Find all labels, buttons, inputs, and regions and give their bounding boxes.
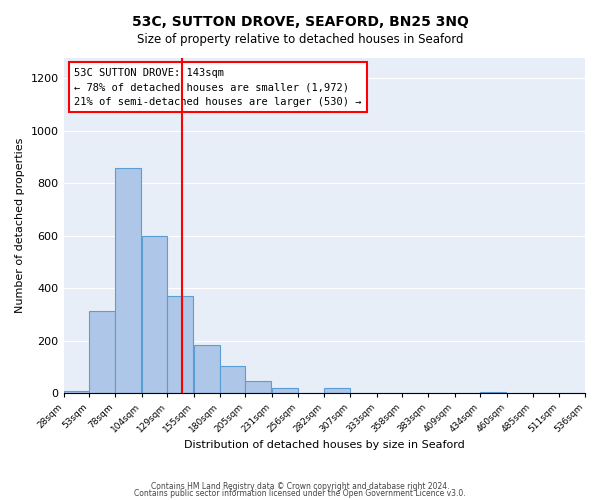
- Y-axis label: Number of detached properties: Number of detached properties: [15, 138, 25, 313]
- Bar: [245, 381, 271, 394]
- Bar: [142, 236, 167, 394]
- Text: 53C, SUTTON DROVE, SEAFORD, BN25 3NQ: 53C, SUTTON DROVE, SEAFORD, BN25 3NQ: [131, 15, 469, 29]
- Text: Size of property relative to detached houses in Seaford: Size of property relative to detached ho…: [137, 32, 463, 46]
- Bar: [220, 366, 245, 394]
- Bar: [64, 390, 89, 394]
- Bar: [324, 388, 350, 394]
- X-axis label: Distribution of detached houses by size in Seaford: Distribution of detached houses by size …: [184, 440, 464, 450]
- Text: Contains HM Land Registry data © Crown copyright and database right 2024.: Contains HM Land Registry data © Crown c…: [151, 482, 449, 491]
- Bar: [272, 388, 298, 394]
- Text: 53C SUTTON DROVE: 143sqm
← 78% of detached houses are smaller (1,972)
21% of sem: 53C SUTTON DROVE: 143sqm ← 78% of detach…: [74, 68, 361, 107]
- Text: Contains public sector information licensed under the Open Government Licence v3: Contains public sector information licen…: [134, 490, 466, 498]
- Bar: [89, 310, 115, 394]
- Bar: [194, 345, 220, 394]
- Bar: [167, 296, 193, 394]
- Bar: [115, 168, 140, 394]
- Bar: [480, 392, 506, 394]
